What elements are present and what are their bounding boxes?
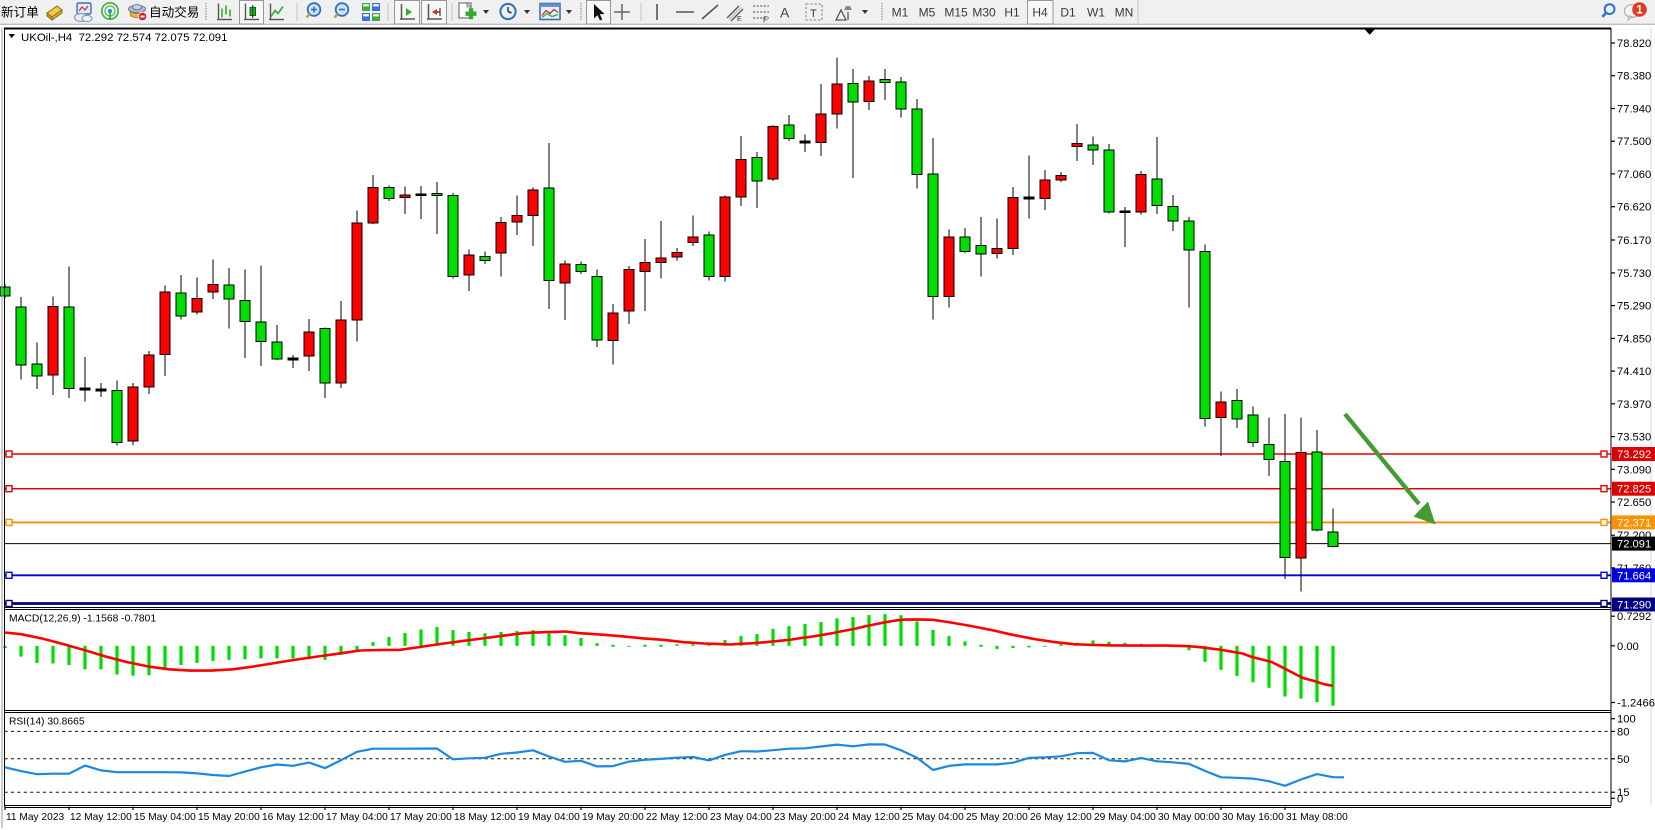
svg-text:77.500: 77.500 bbox=[1617, 136, 1651, 148]
svg-text:H4: H4 bbox=[1032, 6, 1048, 20]
svg-text:74.850: 74.850 bbox=[1617, 333, 1651, 345]
svg-text:31 May 08:00: 31 May 08:00 bbox=[1286, 812, 1348, 823]
svg-text:23 May 20:00: 23 May 20:00 bbox=[774, 812, 836, 823]
svg-text:D1: D1 bbox=[1060, 6, 1076, 20]
svg-text:100: 100 bbox=[1617, 714, 1636, 726]
svg-text:15: 15 bbox=[1617, 787, 1629, 799]
svg-text:76.620: 76.620 bbox=[1617, 202, 1651, 214]
svg-text:77.060: 77.060 bbox=[1617, 169, 1651, 181]
svg-text:73.970: 73.970 bbox=[1617, 399, 1651, 411]
svg-text:80: 80 bbox=[1617, 726, 1629, 738]
svg-text:22 May 12:00: 22 May 12:00 bbox=[646, 812, 708, 823]
svg-text:1: 1 bbox=[1636, 5, 1643, 17]
svg-text:71.290: 71.290 bbox=[1617, 600, 1651, 612]
svg-text:F: F bbox=[763, 16, 768, 25]
svg-text:72.650: 72.650 bbox=[1617, 497, 1651, 509]
svg-text:74.410: 74.410 bbox=[1617, 366, 1651, 378]
svg-text:75.290: 75.290 bbox=[1617, 301, 1651, 313]
svg-text:25 May 20:00: 25 May 20:00 bbox=[966, 812, 1028, 823]
svg-text:26 May 12:00: 26 May 12:00 bbox=[1030, 812, 1092, 823]
svg-text:12 May 12:00: 12 May 12:00 bbox=[70, 812, 132, 823]
svg-text:T: T bbox=[810, 8, 817, 20]
svg-text:11 May 2023: 11 May 2023 bbox=[6, 812, 64, 823]
svg-text:18 May 12:00: 18 May 12:00 bbox=[454, 812, 516, 823]
svg-text:15 May 20:00: 15 May 20:00 bbox=[198, 812, 260, 823]
svg-text:30 May 16:00: 30 May 16:00 bbox=[1222, 812, 1284, 823]
svg-text:MN: MN bbox=[1115, 6, 1134, 20]
svg-text:W1: W1 bbox=[1087, 6, 1105, 20]
svg-text:19 May 20:00: 19 May 20:00 bbox=[582, 812, 644, 823]
svg-text:71.664: 71.664 bbox=[1617, 570, 1651, 582]
svg-text:A: A bbox=[780, 5, 790, 21]
svg-text:M15: M15 bbox=[944, 6, 968, 20]
svg-text:50: 50 bbox=[1617, 754, 1629, 766]
svg-text:0.7292: 0.7292 bbox=[1617, 611, 1651, 623]
svg-text:78.820: 78.820 bbox=[1617, 38, 1651, 50]
svg-text:15 May 04:00: 15 May 04:00 bbox=[134, 812, 196, 823]
svg-text:19 May 04:00: 19 May 04:00 bbox=[518, 812, 580, 823]
svg-text:M5: M5 bbox=[919, 6, 936, 20]
svg-text:73.090: 73.090 bbox=[1617, 464, 1651, 476]
svg-text:MACD(12,26,9) -1.1568 -0.7801: MACD(12,26,9) -1.1568 -0.7801 bbox=[9, 614, 156, 625]
svg-text:0: 0 bbox=[1617, 793, 1623, 805]
svg-text:73.292: 73.292 bbox=[1617, 449, 1651, 461]
svg-text:17 May 20:00: 17 May 20:00 bbox=[390, 812, 452, 823]
svg-text:-1.2466: -1.2466 bbox=[1617, 698, 1655, 710]
svg-text:72.371: 72.371 bbox=[1617, 517, 1651, 529]
svg-text:24 May 12:00: 24 May 12:00 bbox=[838, 812, 900, 823]
svg-text:77.940: 77.940 bbox=[1617, 104, 1651, 116]
svg-text:72.091: 72.091 bbox=[1617, 539, 1651, 551]
svg-text:75.730: 75.730 bbox=[1617, 268, 1651, 280]
svg-text:16 May 12:00: 16 May 12:00 bbox=[262, 812, 324, 823]
svg-text:E: E bbox=[737, 16, 742, 23]
svg-text:78.380: 78.380 bbox=[1617, 71, 1651, 83]
svg-text:自动交易: 自动交易 bbox=[149, 5, 199, 20]
svg-text:新订单: 新订单 bbox=[1, 5, 39, 20]
svg-text:76.170: 76.170 bbox=[1617, 235, 1651, 247]
svg-text:72.825: 72.825 bbox=[1617, 484, 1651, 496]
svg-text:0.00: 0.00 bbox=[1617, 641, 1639, 653]
svg-text:29 May 04:00: 29 May 04:00 bbox=[1094, 812, 1156, 823]
svg-text:73.530: 73.530 bbox=[1617, 432, 1651, 444]
svg-text:M1: M1 bbox=[892, 6, 909, 20]
svg-text:23 May 04:00: 23 May 04:00 bbox=[710, 812, 772, 823]
svg-text:17 May 04:00: 17 May 04:00 bbox=[326, 812, 388, 823]
svg-text:M30: M30 bbox=[972, 6, 996, 20]
svg-text:RSI(14) 30.8665: RSI(14) 30.8665 bbox=[9, 717, 85, 728]
svg-text:30 May 00:00: 30 May 00:00 bbox=[1158, 812, 1220, 823]
svg-text:UKOil-,H4 72.292 72.574 72.07: UKOil-,H4 72.292 72.574 72.075 72.091 bbox=[21, 32, 227, 44]
svg-text:H1: H1 bbox=[1004, 6, 1020, 20]
svg-text:25 May 04:00: 25 May 04:00 bbox=[902, 812, 964, 823]
